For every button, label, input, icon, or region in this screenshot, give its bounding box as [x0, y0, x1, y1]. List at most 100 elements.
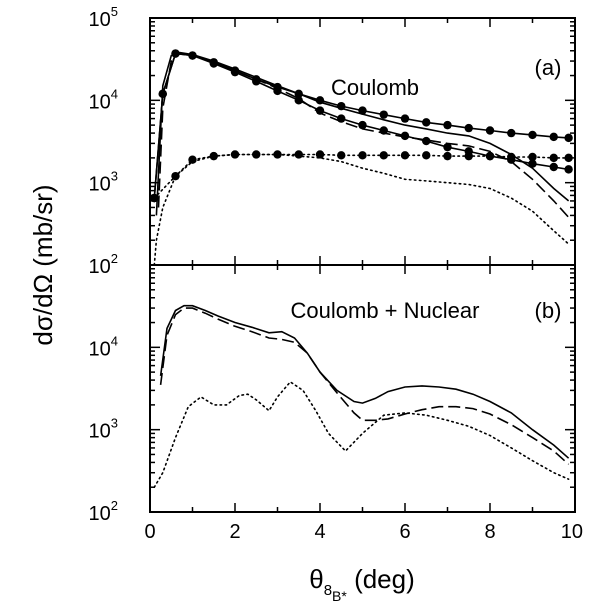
series-point	[464, 151, 473, 161]
series-point	[150, 193, 159, 203]
series-point	[294, 96, 303, 105]
series-point	[188, 51, 197, 60]
series-point	[564, 133, 573, 143]
series-point	[528, 159, 537, 168]
x-axis-theta: θ	[309, 564, 323, 594]
y-tick-exponent: 5	[111, 4, 118, 19]
y-tick-exponent: 4	[111, 333, 118, 348]
series-point	[549, 132, 558, 142]
y-tick-label: 104	[89, 333, 118, 360]
series-point	[273, 150, 282, 159]
x-tick-label: 4	[314, 521, 325, 543]
series-point	[564, 165, 573, 174]
series-point	[315, 150, 325, 159]
y-tick-exponent: 3	[111, 169, 118, 184]
series-point	[358, 106, 367, 115]
series-point	[358, 151, 367, 160]
y-tick-label: 105	[89, 4, 118, 31]
series-line-solid-dots	[153, 52, 569, 199]
series-point	[171, 171, 180, 181]
x-axis-unit: (deg)	[347, 564, 415, 594]
y-tick-base: 10	[89, 503, 111, 525]
series-point	[337, 114, 346, 123]
series-point	[188, 155, 197, 164]
series-point	[400, 114, 410, 123]
series-point	[294, 150, 303, 159]
panel-b-ticks	[149, 264, 576, 513]
series-point	[358, 120, 367, 130]
x-tick-label: 0	[144, 521, 155, 543]
x-tick-label: 10	[561, 521, 583, 543]
x-axis-sub1: 8	[324, 582, 332, 599]
y-tick-label: 103	[89, 416, 118, 443]
x-tick-label: 8	[484, 521, 495, 543]
panel-a-ticks	[149, 17, 576, 266]
series-point	[528, 152, 537, 162]
y-tick-label: 103	[89, 169, 118, 196]
panel-a-frame	[149, 17, 576, 266]
panel-b-label: (b)	[535, 298, 562, 323]
series-point	[171, 49, 180, 58]
series-point	[422, 118, 431, 127]
series-point	[507, 128, 516, 138]
x-axis-sub2: B*	[332, 588, 347, 604]
series-point	[528, 130, 537, 140]
series-point	[273, 86, 282, 96]
series-point	[422, 151, 431, 160]
series-point	[337, 101, 346, 111]
series-point	[379, 110, 388, 119]
panel-a-title: Coulomb	[331, 75, 419, 100]
x-tick-label: 6	[399, 521, 410, 543]
series-line-dashed	[159, 307, 570, 465]
series-point	[209, 59, 218, 68]
series-point	[564, 153, 573, 163]
series-point	[209, 151, 218, 161]
series-point	[379, 126, 388, 135]
x-tick-labels: 0 2 4 6 8 10	[144, 521, 583, 543]
y-tick-base: 10	[89, 421, 111, 443]
series-point	[485, 151, 495, 161]
series-line-dotted	[153, 380, 570, 488]
series-point	[485, 126, 495, 135]
y-tick-base: 10	[89, 256, 111, 278]
series-point	[443, 142, 452, 152]
series-line-solid	[159, 304, 570, 459]
series-point	[230, 150, 240, 159]
series-point	[400, 151, 410, 160]
series-point	[252, 77, 261, 86]
series-line-dotted-dots	[153, 153, 570, 199]
series-point	[294, 89, 303, 99]
panel-a-series	[150, 49, 573, 266]
series-point	[443, 120, 452, 130]
y-tick-label: 102	[89, 251, 118, 278]
series-point	[549, 162, 558, 172]
y-tick-exponent: 4	[111, 86, 118, 101]
series-point	[230, 67, 240, 77]
series-point	[549, 153, 558, 163]
y-tick-exponent: 2	[111, 498, 118, 513]
y-tick-base: 10	[89, 9, 111, 31]
series-point	[379, 151, 388, 160]
y-axis-title: dσ/dΩ (mb/sr)	[28, 184, 58, 345]
series-point	[507, 152, 516, 162]
series-point	[315, 96, 325, 105]
y-tick-base: 10	[89, 174, 111, 196]
series-point	[422, 136, 431, 146]
series-line-dotted	[153, 153, 570, 266]
series-point	[443, 151, 452, 161]
x-tick-label: 2	[229, 521, 240, 543]
y-tick-exponent: 2	[111, 251, 118, 266]
series-point	[158, 89, 167, 99]
y-tick-base: 10	[89, 91, 111, 113]
series-point	[337, 151, 346, 160]
y-tick-base: 10	[89, 338, 111, 360]
y-tick-exponent: 3	[111, 416, 118, 431]
x-axis-title: θ8B* (deg)	[309, 564, 415, 604]
series-point	[252, 150, 261, 159]
panel-b-title: Coulomb + Nuclear	[291, 298, 480, 323]
y-tick-label: 104	[89, 86, 118, 113]
series-line-dashed	[157, 52, 570, 218]
